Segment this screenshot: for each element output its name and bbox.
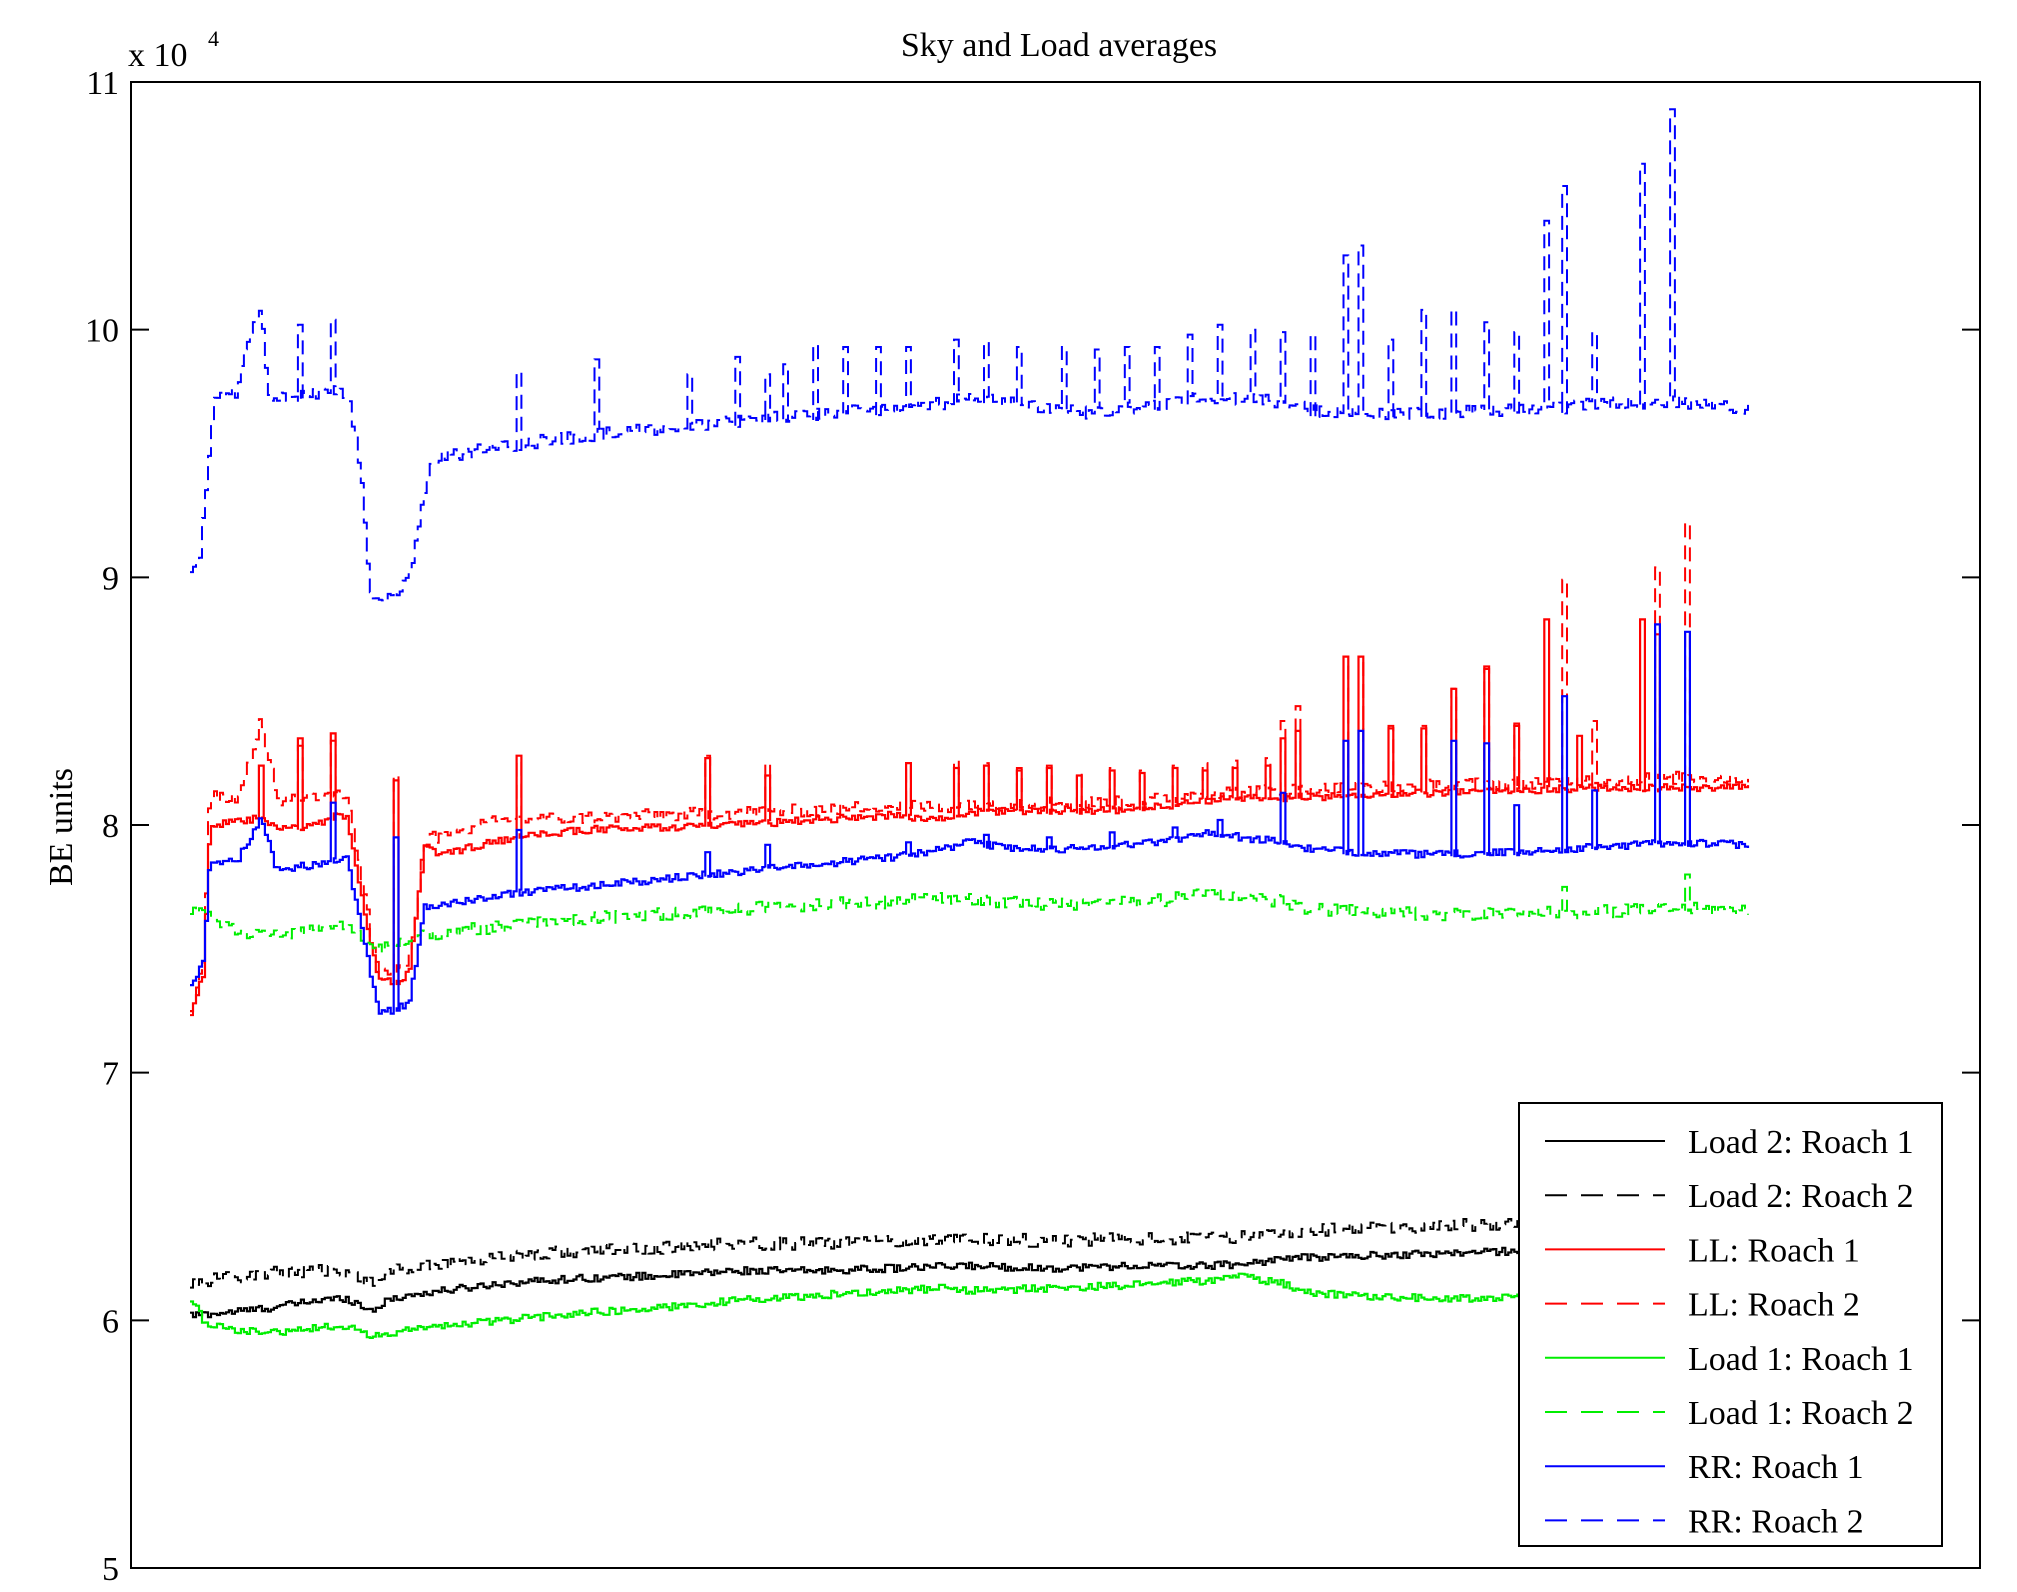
chart-title: Sky and Load averages	[901, 27, 1217, 64]
series-line-load-1-roach-1	[190, 1272, 1750, 1339]
legend: Load 2: Roach 1 Load 2: Roach 2 LL: Roach …	[1518, 1102, 1943, 1547]
series-line-ll-roach-2	[190, 521, 1749, 1017]
legend-label: Load 1: Roach 1	[1688, 1341, 1914, 1378]
legend-label: Load 2: Roach 1	[1688, 1124, 1914, 1161]
y-tick-label: 11	[86, 65, 119, 102]
legend-label: LL: Roach 2	[1688, 1287, 1860, 1324]
series-line-rr-roach-2	[190, 108, 1749, 603]
y-tick-label: 5	[102, 1551, 119, 1588]
legend-entries: Load 2: Roach 1 Load 2: Roach 2 LL: Roach …	[1545, 1124, 1914, 1540]
y-tick-label: 10	[85, 313, 119, 350]
y-multiplier-base: x 10	[128, 37, 188, 74]
series-line-rr-roach-1	[190, 623, 1750, 1015]
legend-box	[1518, 1102, 1943, 1547]
series-line-load-1-roach-2	[190, 873, 1749, 954]
legend-label: RR: Roach 2	[1688, 1503, 1864, 1540]
y-tick-label: 6	[102, 1303, 119, 1340]
series-line-load-2-roach-1	[190, 1239, 1750, 1319]
y-tick-label: 9	[102, 560, 119, 597]
legend-label: Load 1: Roach 2	[1688, 1395, 1914, 1432]
legend-label: RR: Roach 1	[1688, 1449, 1864, 1486]
tick-layer: 5 6 7 8 9 10 11	[85, 65, 1980, 1588]
y-multiplier-exponent: 4	[208, 26, 219, 51]
y-axis-multiplier: x 10 4	[128, 26, 219, 74]
legend-label: LL: Roach 1	[1688, 1232, 1860, 1269]
y-tick-label: 8	[102, 808, 119, 845]
series-layer	[190, 108, 1750, 1339]
y-axis-label: BE units	[43, 768, 80, 886]
legend-label: Load 2: Roach 2	[1688, 1178, 1914, 1215]
y-tick-label: 7	[102, 1056, 119, 1093]
